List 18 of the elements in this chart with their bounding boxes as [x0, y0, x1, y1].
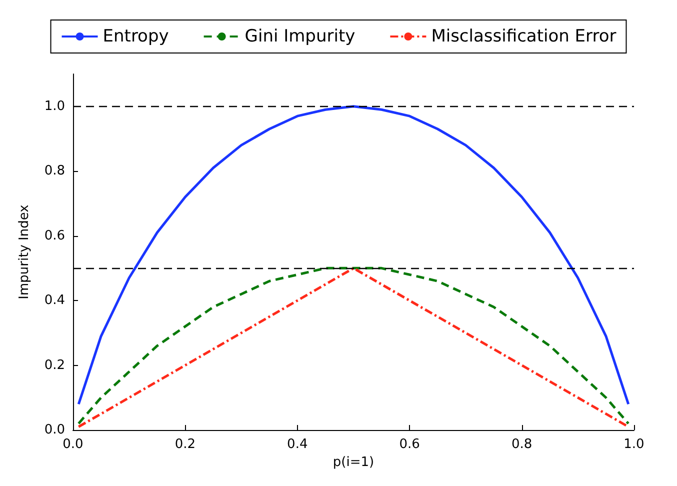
y-tick-label: 0.6 [44, 228, 65, 244]
x-tick-label: 1.0 [624, 437, 644, 452]
legend-label: Misclassification Error [431, 26, 616, 46]
x-tick-label: 0.6 [399, 437, 420, 452]
y-tick-label: 0.8 [44, 164, 65, 179]
legend-label: Entropy [102, 26, 169, 46]
line-series [77, 105, 630, 406]
y-tick-label: 0.0 [44, 422, 65, 438]
y-tick-label: 0.2 [44, 358, 65, 373]
x-tick-label: 0.8 [511, 437, 532, 452]
x-tick-label: 0.2 [174, 437, 196, 452]
x-axis-title: p(i=1) [332, 455, 374, 470]
y-tick-label: 1.0 [44, 98, 65, 114]
x-tick-label: 0.4 [287, 437, 308, 452]
x-tick-label: 0.0 [62, 437, 84, 452]
legend-label: Gini Impurity [244, 26, 356, 46]
y-axis-title: Impurity Index [17, 204, 32, 300]
y-tick-label: 0.4 [44, 293, 65, 308]
